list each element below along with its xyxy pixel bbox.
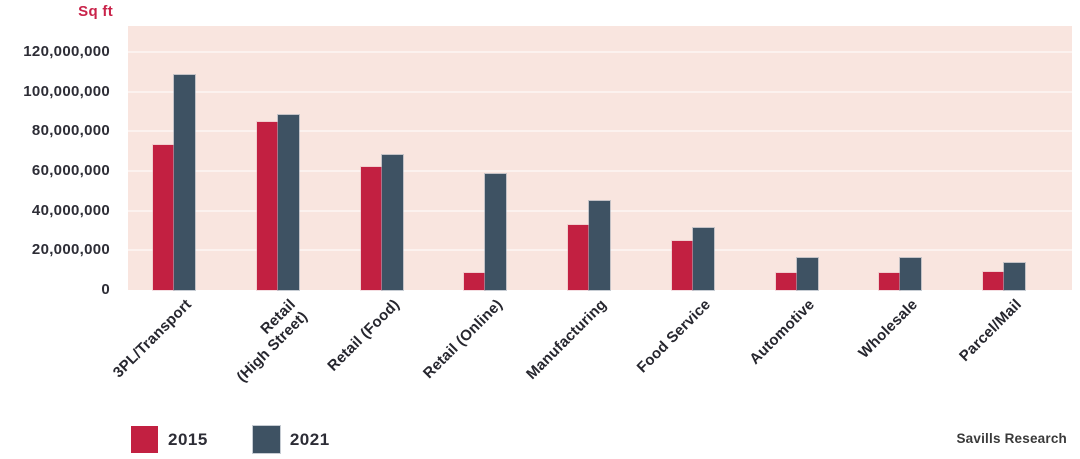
bar-2015 <box>256 122 278 290</box>
legend-swatch-2021 <box>252 426 280 453</box>
bar-group <box>256 115 299 290</box>
bar-2015 <box>775 272 797 290</box>
y-tick-label: 60,000,000 <box>31 161 110 179</box>
bar-2021 <box>1004 263 1025 290</box>
bar-2021 <box>796 257 818 290</box>
bar-2021 <box>381 155 403 290</box>
bar-group <box>671 228 714 290</box>
y-tick-label: 100,000,000 <box>23 82 110 100</box>
bar-2021 <box>485 173 507 290</box>
gridline <box>128 130 1072 133</box>
bar-2021 <box>900 257 922 290</box>
gridline <box>128 90 1072 93</box>
bar-2021 <box>174 74 195 290</box>
bar-2015 <box>671 241 693 290</box>
bar-group <box>568 200 610 290</box>
legend-swatch-2015 <box>131 426 158 453</box>
source-credit: Savills Research <box>956 431 1067 446</box>
bar-group <box>153 74 195 290</box>
bar-2015 <box>568 224 589 290</box>
y-tick-label: 120,000,000 <box>23 42 110 60</box>
bar-2015 <box>360 166 382 290</box>
bar-2015 <box>153 145 174 290</box>
bar-group <box>464 173 507 290</box>
bar-group <box>775 257 818 290</box>
plot-area <box>128 26 1072 290</box>
y-tick-label: 20,000,000 <box>31 241 110 259</box>
bar-2021 <box>589 200 610 290</box>
gridline <box>128 50 1072 53</box>
y-tick-label: 0 <box>101 281 110 298</box>
legend-label: 2021 <box>289 429 330 449</box>
y-tick-label: 80,000,000 <box>31 122 110 140</box>
legend-item-2021: 2021 <box>252 426 330 453</box>
bar-2021 <box>692 228 714 290</box>
gridline <box>128 169 1072 172</box>
bar-2015 <box>879 272 901 290</box>
bar-2015 <box>983 272 1004 290</box>
legend: 2015 2021 <box>131 426 330 453</box>
bar-2015 <box>464 273 486 290</box>
bar-2021 <box>277 115 299 290</box>
legend-item-2015: 2015 <box>131 426 208 453</box>
bar-group <box>879 257 922 290</box>
y-tick-label: 40,000,000 <box>31 201 110 219</box>
bar-group <box>360 155 403 290</box>
y-axis-unit-label: Sq ft <box>78 3 113 20</box>
bar-group <box>983 263 1025 290</box>
legend-label: 2015 <box>168 429 208 449</box>
